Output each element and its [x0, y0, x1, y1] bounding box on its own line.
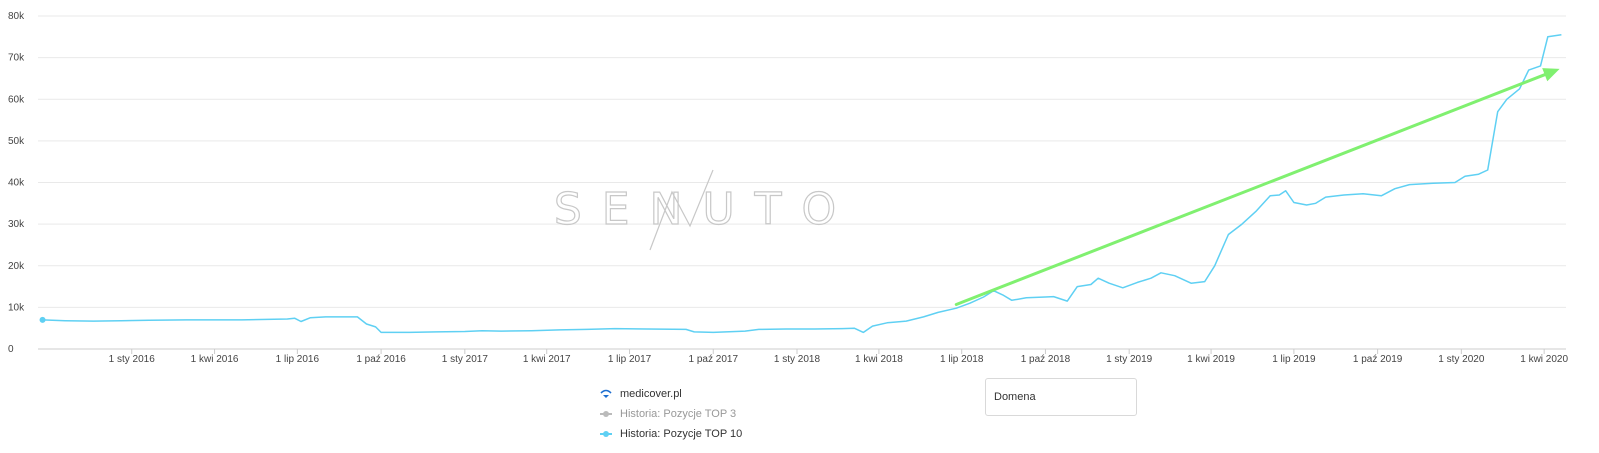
y-tick-label: 70k — [8, 53, 25, 64]
watermark-text: SENUTO — [554, 184, 856, 235]
series-start-point — [39, 316, 46, 323]
x-tick-label: 1 kwi 2016 — [191, 354, 239, 365]
y-tick-label: 0 — [8, 344, 14, 355]
x-tick-label: 1 sty 2018 — [774, 354, 821, 365]
x-tick-label: 1 sty 2017 — [442, 354, 489, 365]
trend-arrow — [954, 68, 1560, 306]
legend-domain-label: medicover.pl — [620, 388, 682, 400]
legend-item-label: Historia: Pozycje TOP 10 — [620, 428, 743, 440]
x-tick-label: 1 kwi 2018 — [855, 354, 903, 365]
series-layer — [39, 33, 1562, 334]
x-tick-label: 1 lip 2018 — [940, 354, 984, 365]
domain-input[interactable]: Domena — [985, 378, 1137, 416]
x-tick-label: 1 paź 2017 — [689, 354, 739, 365]
x-tick-label: 1 paź 2019 — [1353, 354, 1403, 365]
legend-domain[interactable]: medicover.pl — [600, 384, 742, 404]
x-tick-label: 1 lip 2017 — [608, 354, 652, 365]
series-line — [42, 33, 1562, 334]
grid — [38, 15, 1566, 350]
y-tick-label: 40k — [8, 178, 25, 189]
eye-icon[interactable] — [600, 388, 612, 400]
watermark-logo: SENUTO — [553, 169, 856, 251]
legend-item-top3[interactable]: Historia: Pozycje TOP 3 — [600, 404, 742, 424]
legend-marker-icon — [600, 428, 612, 440]
legend-item-top10[interactable]: Historia: Pozycje TOP 10 — [600, 424, 742, 444]
x-tick-label: 1 paź 2016 — [356, 354, 406, 365]
x-tick-label: 1 kwi 2020 — [1520, 354, 1568, 365]
y-tick-label: 30k — [8, 219, 25, 230]
domain-input-placeholder: Domena — [994, 391, 1036, 403]
x-tick-label: 1 lip 2016 — [276, 354, 320, 365]
x-tick-label: 1 sty 2020 — [1438, 354, 1485, 365]
x-tick-label: 1 sty 2019 — [1106, 354, 1153, 365]
y-tick-label: 80k — [8, 11, 25, 22]
y-tick-label: 20k — [8, 261, 25, 272]
trend-arrow-shaft — [954, 73, 1547, 306]
watermark-slash — [649, 169, 714, 251]
y-axis: 0 10k 20k 30k 40k 50k 60k 70k 80k — [8, 11, 25, 355]
legend: medicover.pl Historia: Pozycje TOP 3 His… — [600, 384, 742, 444]
x-tick-label: 1 sty 2016 — [109, 354, 156, 365]
y-tick-label: 10k — [8, 302, 25, 313]
x-tick-label: 1 paź 2018 — [1021, 354, 1071, 365]
y-tick-label: 50k — [8, 136, 25, 147]
legend-item-label: Historia: Pozycje TOP 3 — [620, 408, 737, 420]
x-tick-label: 1 kwi 2017 — [523, 354, 571, 365]
x-tick-label: 1 kwi 2019 — [1187, 354, 1235, 365]
trend-arrow-head — [1542, 68, 1560, 82]
y-tick-label: 60k — [8, 94, 25, 105]
x-tick-label: 1 lip 2019 — [1272, 354, 1316, 365]
legend-marker-icon — [600, 408, 612, 420]
x-axis: 1 sty 2016 1 kwi 2016 1 lip 2016 1 paź 2016… — [109, 349, 1568, 365]
